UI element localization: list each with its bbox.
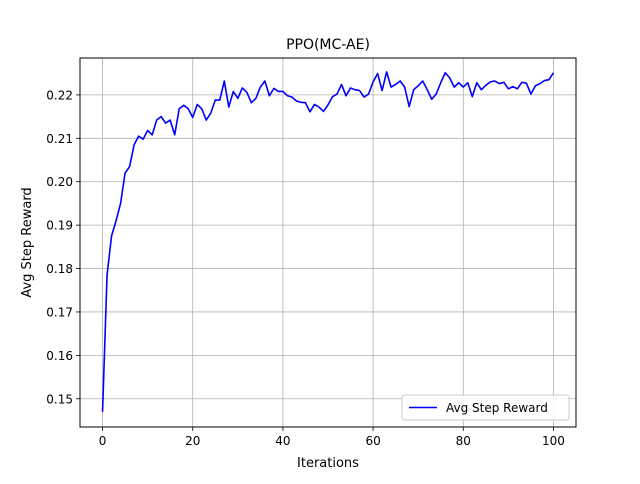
y-tick-label: 0.22 [46, 88, 73, 102]
x-tick-label: 40 [275, 434, 290, 448]
y-tick-label: 0.20 [46, 175, 73, 189]
legend-label: Avg Step Reward [446, 401, 548, 415]
grid [80, 58, 576, 427]
x-tick-label: 0 [99, 434, 107, 448]
x-tick-label: 20 [185, 434, 200, 448]
axes-frame [79, 57, 577, 428]
legend-box [401, 394, 570, 421]
y-tick-label: 0.15 [46, 392, 73, 406]
x-tick-label: 60 [365, 434, 380, 448]
y-axis-ticks: 0.15 0.16 0.17 0.18 0.19 0.20 0.21 0.22 [46, 88, 80, 406]
x-axis-label: Iterations [297, 456, 359, 471]
chart-title: PPO(MC-AE) [286, 37, 370, 53]
y-tick-label: 0.21 [46, 132, 73, 146]
series-line [101, 71, 555, 412]
x-tick-label: 100 [542, 434, 565, 448]
y-axis-label: Avg Step Reward [20, 187, 35, 297]
y-tick-label: 0.18 [46, 262, 73, 276]
y-tick-label: 0.16 [46, 349, 73, 363]
series-layer [101, 71, 555, 412]
y-tick-label: 0.19 [46, 219, 73, 233]
x-axis-ticks: 0 20 40 60 80 100 [99, 427, 565, 448]
x-tick-label: 80 [456, 434, 471, 448]
y-tick-label: 0.17 [46, 305, 73, 319]
legend: Avg Step Reward [401, 394, 570, 421]
